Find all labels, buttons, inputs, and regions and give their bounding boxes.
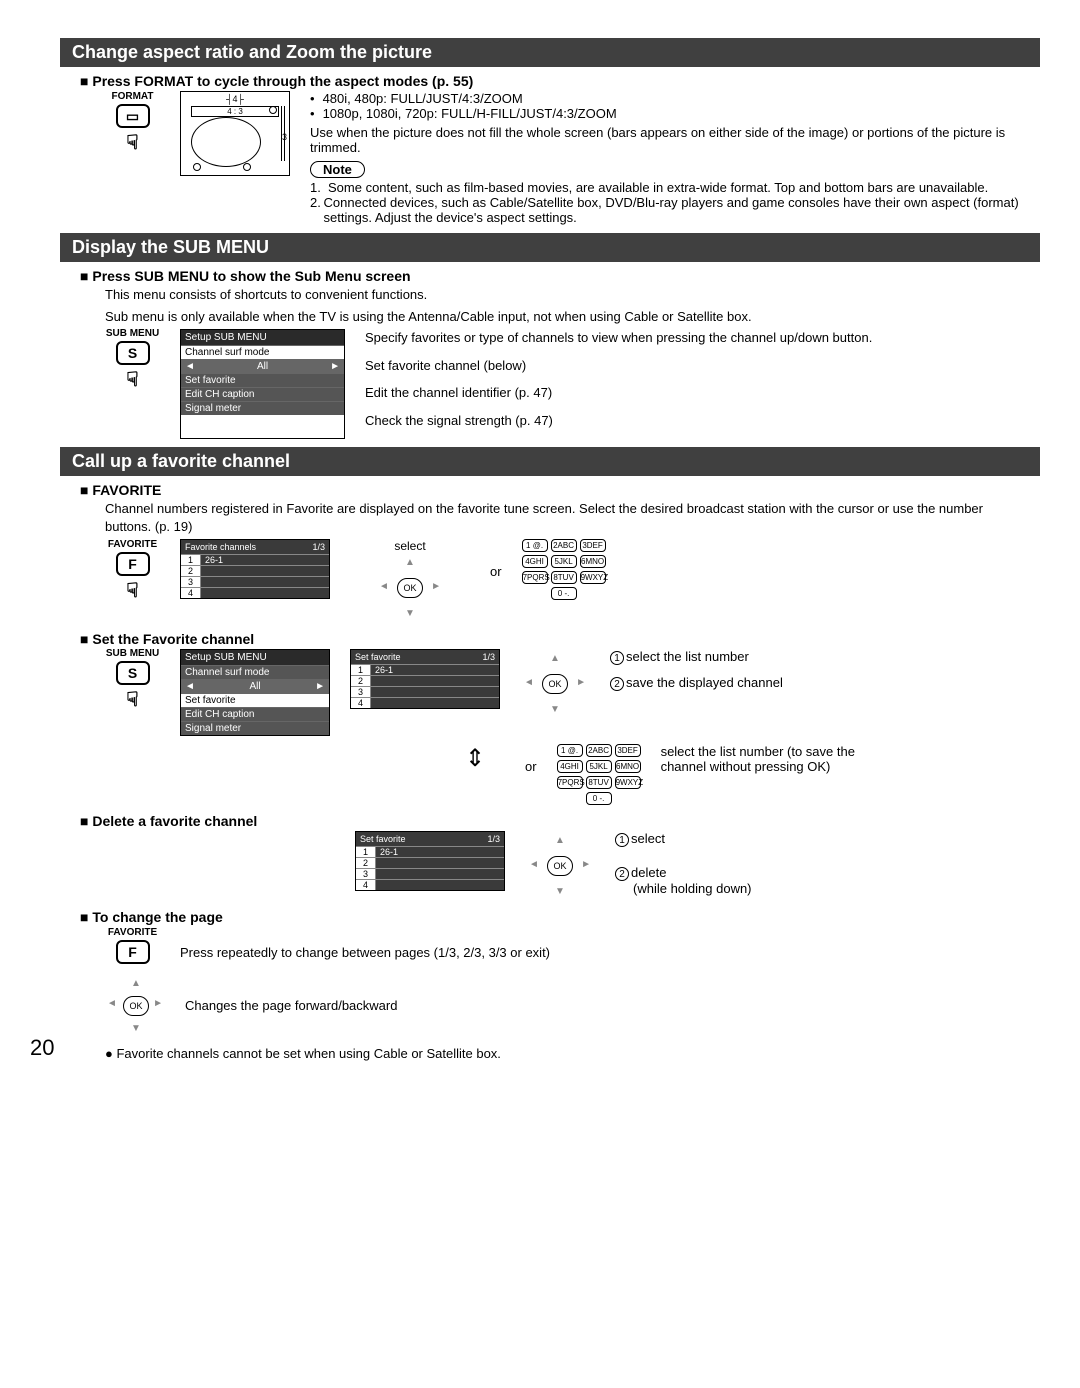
submenu-desc4: Check the signal strength (p. 47) — [365, 412, 1040, 430]
set-step1: select the list number — [626, 649, 749, 664]
set-favorite-box: Set favorite1/3 126-1 2 3 4 — [350, 649, 500, 709]
page-desc1: Press repeatedly to change between pages… — [180, 927, 550, 960]
footnote: Favorite channels cannot be set when usi… — [105, 1046, 1040, 1061]
submenu-button: SUB MENU S ☟ — [105, 329, 160, 439]
set-favorite-heading: Set the Favorite channel — [80, 631, 1040, 647]
hand-icon: ☟ — [105, 130, 160, 155]
submenu-sub1: Press SUB MENU to show the Sub Menu scre… — [80, 268, 1040, 284]
keypad-2: 1 @. 2ABC 3DEF 4GHI 5JKL 6MNO 7PQRS 8TUV… — [557, 744, 641, 805]
change-page-heading: To change the page — [80, 909, 1040, 925]
favorite-desc: Channel numbers registered in Favorite a… — [105, 500, 1020, 535]
or-label-2: or — [525, 744, 537, 774]
submenu-menu: Setup SUB MENU Channel surf mode ◄All► S… — [180, 329, 345, 439]
submenu-desc3: Edit the channel identifier (p. 47) — [365, 384, 1040, 402]
aspect-bullet2: 1080p, 1080i, 720p: FULL/H-FILL/JUST/4:3… — [310, 106, 1040, 121]
section-submenu-header: Display the SUB MENU — [60, 233, 1040, 262]
ok-nav-2: ▲ ▼ ◄ ► OK — [520, 649, 590, 719]
ok-nav-4: ▲ ▼ ◄ ► OK — [105, 976, 165, 1036]
del-note: (while holding down) — [633, 881, 752, 896]
ok-nav-icon: ▲ ▼ ◄ ► OK — [375, 553, 445, 623]
updown-icon: ⇕ — [445, 744, 505, 773]
set-step2: save the displayed channel — [626, 675, 783, 690]
select-label: select — [350, 539, 470, 553]
format-icon: ▭ — [116, 104, 150, 128]
delete-favorite-heading: Delete a favorite channel — [80, 813, 1040, 829]
note1: Some content, such as film-based movies,… — [328, 180, 988, 195]
format-label: FORMAT — [105, 91, 160, 102]
favorite-button-2: FAVORITE F — [105, 927, 160, 966]
favorite-button: FAVORITE F ☟ — [105, 539, 160, 603]
note2: Connected devices, such as Cable/Satelli… — [324, 195, 1040, 225]
aspect-diagram: ┤4├ 4 : 3 3 — [180, 91, 290, 176]
submenu-desc1: Specify favorites or type of channels to… — [365, 329, 1040, 347]
del-step2: delete — [631, 865, 666, 880]
format-button-diagram: FORMAT ▭ ☟ — [105, 91, 160, 225]
favorite-sub1: FAVORITE — [80, 482, 1040, 498]
submenu-desc2: Set favorite channel (below) — [365, 357, 1040, 375]
submenu-button-2: SUB MENU S ☟ — [105, 649, 160, 712]
submenu-line1: This menu consists of shortcuts to conve… — [105, 286, 1020, 304]
section-aspect-header: Change aspect ratio and Zoom the picture — [60, 38, 1040, 67]
keypad-desc: select the list number (to save the chan… — [661, 744, 861, 774]
submenu-line2: Sub menu is only available when the TV i… — [105, 308, 1020, 326]
keypad: 1 @. 2ABC 3DEF 4GHI 5JKL 6MNO 7PQRS 8TUV… — [522, 539, 606, 600]
aspect-sub1: Press FORMAT to cycle through the aspect… — [80, 73, 1040, 89]
ok-nav-3: ▲ ▼ ◄ ► OK — [525, 831, 595, 901]
aspect-desc: Use when the picture does not fill the w… — [310, 125, 1040, 155]
page-desc2: Changes the page forward/backward — [185, 976, 397, 1013]
submenu-menu-2: Setup SUB MENU Channel surf mode ◄All► S… — [180, 649, 330, 736]
section-favorite-header: Call up a favorite channel — [60, 447, 1040, 476]
page-number: 20 — [30, 1035, 54, 1061]
favorite-channels-box: Favorite channels1/3 126-1 2 3 4 — [180, 539, 330, 599]
or-label: or — [490, 539, 502, 579]
aspect-bullet1: 480i, 480p: FULL/JUST/4:3/ZOOM — [310, 91, 1040, 106]
del-step1: select — [631, 831, 665, 846]
note-label: Note — [310, 161, 365, 178]
delete-favorite-box: Set favorite1/3 126-1 2 3 4 — [355, 831, 505, 891]
